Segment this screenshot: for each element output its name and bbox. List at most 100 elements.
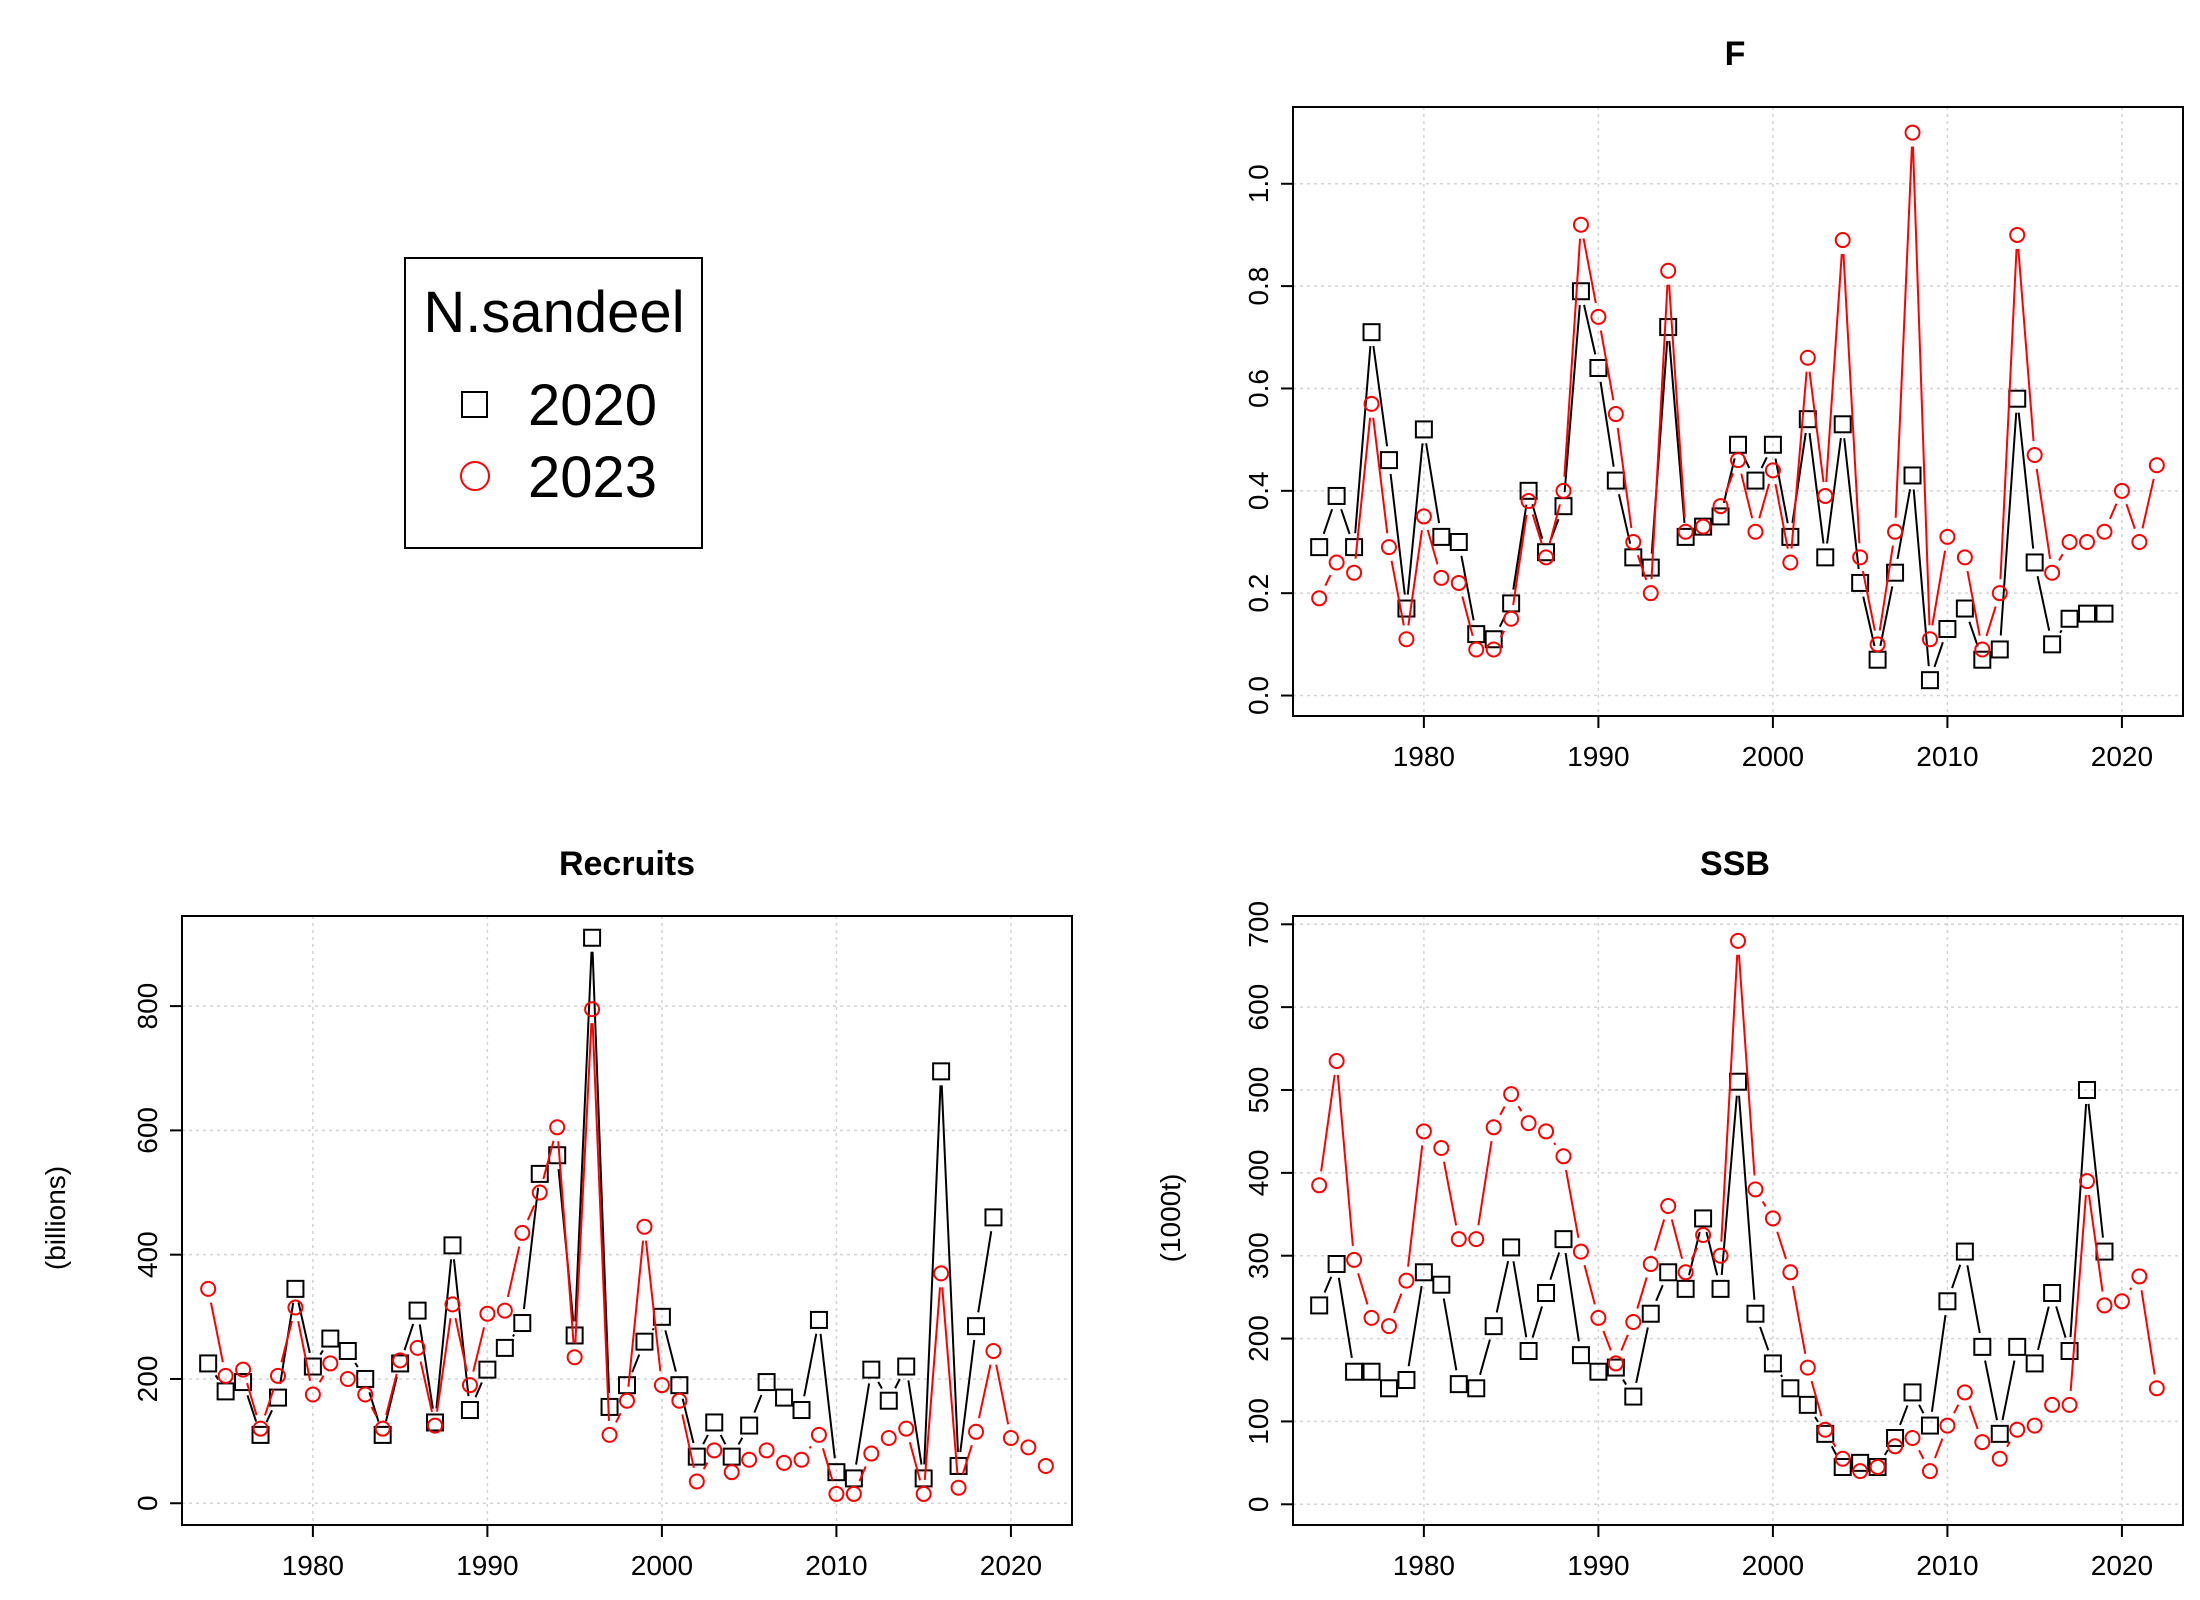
series-2023-ssb-point-36 <box>1939 1417 1956 1434</box>
series-2020-f-point-41 <box>2025 553 2044 572</box>
y-tick-label-ssb-7: 700 <box>1243 901 1274 948</box>
series-2023-recruits-segment-4 <box>280 1320 293 1363</box>
series-2020-ssb-point-7 <box>1432 1275 1451 1294</box>
series-2020-recruits-point-36 <box>827 1463 846 1482</box>
series-2020-f-segment-16 <box>1599 381 1615 467</box>
series-2023-recruits-point-40 <box>898 1420 915 1437</box>
series-2023-f-segment-27 <box>1790 371 1808 549</box>
series-2023-f-segment-25 <box>1758 483 1771 519</box>
series-2023-f-segment-34 <box>1911 146 1931 626</box>
series-2020-f-segment-8 <box>1460 555 1475 621</box>
series-2023-ssb-point-44 <box>2079 1173 2096 1190</box>
series-2023-ssb-point-43 <box>2061 1396 2078 1413</box>
series-2020-f-segment-15 <box>1583 304 1597 355</box>
series-2020-ssb-point-42 <box>2043 1284 2062 1302</box>
series-2023-recruits-point-12 <box>409 1339 426 1356</box>
series-2023-f-point-1 <box>1328 554 1345 571</box>
y-tick-label-ssb-1: 100 <box>1243 1398 1274 1445</box>
series-2023-ssb-segment-29 <box>1831 1441 1837 1448</box>
plot-frame-recruits <box>181 915 1073 1526</box>
series-2023-recruits-point-29 <box>706 1442 723 1459</box>
series-2023-f-point-22 <box>1695 518 1712 535</box>
series-2020-recruits-point-19 <box>530 1164 549 1183</box>
series-2020-recruits-point-45 <box>984 1208 1003 1227</box>
series-2023-ssb-point-35 <box>1921 1463 1938 1480</box>
series-2020-ssb-segment-28 <box>1814 1416 1819 1423</box>
series-2020-f-point-29 <box>1816 548 1835 567</box>
series-2023-recruits-point-11 <box>392 1352 409 1369</box>
series-2023-ssb-point-16 <box>1590 1309 1607 1326</box>
series-2023-ssb-point-45 <box>2096 1297 2113 1314</box>
plot-frame-ssb <box>1292 915 2184 1526</box>
series-2020-f-segment-17 <box>1617 494 1632 544</box>
series-2023-ssb-segment-26 <box>1776 1231 1787 1260</box>
series-2020-ssb-segment-14 <box>1564 1252 1580 1342</box>
series-2023-ssb-segment-21 <box>1690 1247 1699 1261</box>
series-2020-f-point-13 <box>1537 543 1556 562</box>
series-2020-recruits-segment-3 <box>265 1409 273 1423</box>
x-tick-label-f-4: 2020 <box>2091 741 2153 772</box>
series-2023-ssb-segment-43 <box>2069 1195 2087 1391</box>
series-2020-recruits-point-44 <box>967 1317 986 1336</box>
series-2020-recruits-segment-9 <box>368 1392 380 1422</box>
series-2023-f-point-26 <box>1764 462 1781 479</box>
series-2023-ssb-point-21 <box>1677 1264 1694 1281</box>
series-2023-f-point-16 <box>1590 308 1607 325</box>
y-tick-label-ssb-5: 500 <box>1243 1067 1274 1114</box>
series-2023-ssb-segment-1 <box>1336 1074 1354 1246</box>
series-2023-recruits-segment-27 <box>681 1414 695 1469</box>
series-2020-f-point-15 <box>1571 282 1590 301</box>
series-2023-f-segment-30 <box>1842 253 1861 544</box>
series-2020-ssb-segment-24 <box>1738 1095 1756 1300</box>
series-2023-ssb-point-9 <box>1468 1231 1485 1248</box>
series-2023-recruits <box>200 1001 1054 1502</box>
series-2020-f-segment-29 <box>1826 438 1842 544</box>
series-2020-f-point-8 <box>1449 533 1468 551</box>
y-tick-label-f-1: 0.2 <box>1243 574 1274 613</box>
series-2023-ssb-point-6 <box>1415 1123 1432 1140</box>
series-2020-recruits-segment-13 <box>435 1259 453 1409</box>
series-2023-f-segment-42 <box>2058 553 2064 562</box>
plot-frame-f <box>1292 106 2184 717</box>
series-2020-ssb-point-18 <box>1624 1387 1643 1406</box>
series-2020-f-segment-3 <box>1372 345 1389 447</box>
series-2020-ssb-segment-26 <box>1780 1374 1784 1378</box>
series-2020-recruits-segment-31 <box>753 1394 763 1413</box>
series-2023-recruits-segment-19 <box>542 1140 555 1180</box>
panel-ssb: SSB (1000t) 1980 1990 2000 2010 2020 0 100 200 3… <box>1155 845 2184 1581</box>
y-tick-label-recruits-1: 200 <box>132 1356 163 1403</box>
series-2020-recruits-segment-38 <box>877 1381 883 1389</box>
series-2020-f-segment-30 <box>1843 438 1860 570</box>
series-2023-ssb-segment-7 <box>1442 1161 1458 1226</box>
series-2023-ssb-point-41 <box>2026 1417 2043 1434</box>
series-2023-ssb-point-17 <box>1607 1355 1624 1372</box>
series-2023-f-point-8 <box>1450 574 1467 591</box>
series-2023-recruits-segment-23 <box>615 1412 622 1423</box>
series-2023-recruits-point-46 <box>1002 1430 1019 1446</box>
y-axis-label-ssb: (1000t) <box>1155 1174 1186 1263</box>
series-2020-recruits-segment-2 <box>246 1395 258 1422</box>
series-2023-recruits-segment-34 <box>808 1445 812 1449</box>
series-2023-f-segment-31 <box>1861 570 1876 631</box>
series-2020-ssb-point-23 <box>1711 1279 1730 1298</box>
series-2020-f-segment-6 <box>1425 443 1441 524</box>
series-2020-recruits-point-38 <box>862 1360 881 1379</box>
series-2023-f-point-15 <box>1572 216 1589 233</box>
series-2020-f <box>1310 282 2114 690</box>
series-2020-ssb-segment-18 <box>1635 1327 1649 1384</box>
series-2020-ssb-point-39 <box>1990 1424 2009 1443</box>
series-2020-ssb-segment-17 <box>1622 1379 1627 1386</box>
series-2020-f-point-0 <box>1310 538 1329 557</box>
series-2023-ssb-point-31 <box>1852 1463 1869 1480</box>
series-2023-f-point-17 <box>1607 406 1624 423</box>
series-2020-f-segment-12 <box>1531 504 1544 540</box>
series-2020-recruits-segment-22 <box>591 951 611 1393</box>
series-2023-f-segment-17 <box>1616 427 1633 529</box>
series-2020-f-point-35 <box>1920 671 1939 690</box>
series-2020-ssb-point-28 <box>1798 1395 1817 1414</box>
series-2023-recruits-point-33 <box>776 1454 793 1471</box>
series-2023-f-point-47 <box>2131 534 2148 550</box>
series-2020-f-point-39 <box>1990 640 2009 659</box>
series-2023-f-point-28 <box>1799 349 1816 366</box>
series-2020-ssb-point-19 <box>1641 1304 1660 1323</box>
